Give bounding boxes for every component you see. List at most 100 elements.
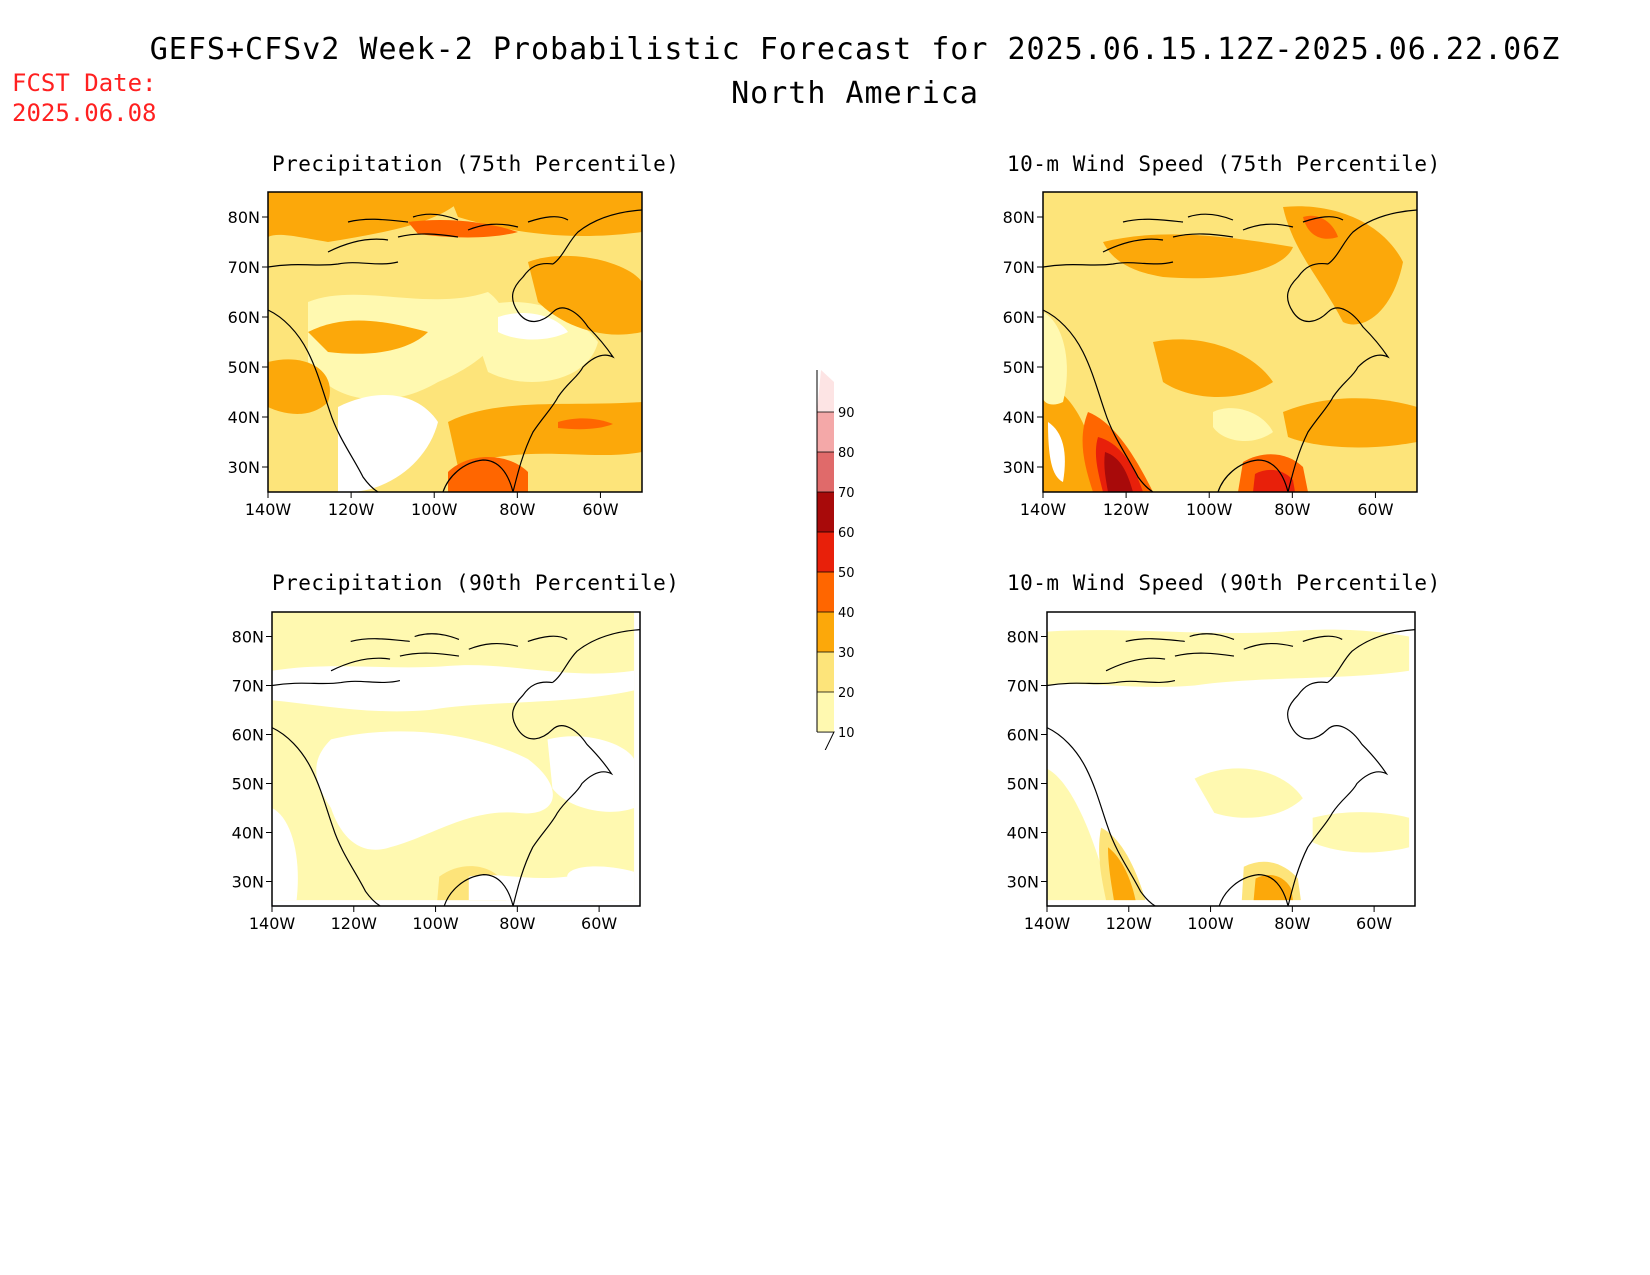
lat-tick-label: 70N (228, 258, 260, 277)
field-region (448, 192, 642, 237)
lat-tick-label: 80N (232, 628, 264, 647)
field-region (308, 292, 505, 400)
field-region (528, 255, 642, 335)
forecast-date-label: FCST Date: (12, 69, 157, 97)
lat-tick-label: 80N (228, 208, 260, 227)
field-region (268, 359, 330, 414)
colorbar-label: 60 (838, 526, 855, 541)
field-region (1283, 398, 1417, 448)
colorbar-segment (817, 692, 834, 732)
colorbar-label: 90 (838, 406, 855, 421)
colorbar-segment (817, 572, 834, 612)
panel-title-precip-75: Precipitation (75th Percentile) (272, 152, 680, 176)
lat-tick-label: 80N (1003, 208, 1035, 227)
field-region (547, 736, 635, 812)
field-region (1043, 312, 1067, 405)
probability-field (1047, 612, 1415, 906)
field-region (1194, 768, 1303, 818)
coastline (272, 629, 640, 906)
field-region (1047, 768, 1107, 901)
colorbar-segment (817, 370, 834, 412)
colorbar-label: 30 (838, 646, 855, 661)
field-region (1312, 812, 1410, 853)
lat-tick-label: 70N (232, 677, 264, 696)
lon-tick-label: 120W (331, 914, 378, 930)
colorbar-segment (817, 532, 834, 572)
lon-tick-label: 100W (412, 914, 459, 930)
field-region (1303, 215, 1338, 239)
map-precip-90: 80N 70N 60N 50N 40N 30N 140W 120W 100W 80W 60W (232, 611, 641, 930)
field-region (268, 192, 468, 242)
field-region (1104, 452, 1133, 492)
lon-tick-label: 80W (1274, 500, 1310, 519)
lat-tick-label: 60N (1007, 726, 1039, 745)
field-region (1283, 206, 1403, 325)
forecast-date: FCST Date: 2025.06.08 (12, 68, 157, 128)
field-region (308, 320, 428, 354)
field-region (338, 395, 438, 492)
colorbar-segment (817, 652, 834, 692)
lon-tick-label: 60W (582, 500, 618, 519)
colorbar-label: 50 (838, 566, 855, 581)
lon-tick-label: 80W (1274, 914, 1310, 930)
field-region (1213, 408, 1273, 442)
lon-tick-label: 100W (1186, 500, 1233, 519)
lat-tick-label: 30N (1003, 458, 1035, 477)
map-frame (1042, 191, 1418, 493)
lat-tick-label: 50N (1007, 775, 1039, 794)
lat-tick-label: 70N (1007, 677, 1039, 696)
field-region (316, 731, 553, 850)
panel-title-wind-90: 10-m Wind Speed (90th Percentile) (1007, 571, 1441, 595)
lon-tick-label: 80W (499, 500, 535, 519)
lat-tick-label: 40N (1003, 408, 1035, 427)
colorbar-label: 10 (838, 726, 855, 741)
main-title: GEFS+CFSv2 Week-2 Probabilistic Forecast… (149, 32, 1561, 67)
lon-tick-label: 120W (328, 500, 375, 519)
field-region (558, 418, 613, 430)
field-region (408, 220, 518, 238)
field-region (1253, 469, 1295, 492)
probability-field (268, 192, 642, 492)
map-frame (1046, 611, 1416, 907)
lat-tick-label: 50N (1003, 358, 1035, 377)
lon-tick-label: 140W (1024, 914, 1071, 930)
lat-tick-label: 80N (1007, 628, 1039, 647)
lat-tick-label: 40N (228, 408, 260, 427)
colorbar-label: 80 (838, 446, 855, 461)
field-region (1253, 874, 1293, 901)
colorbar-segment (817, 492, 834, 532)
colorbar-label: 20 (838, 686, 855, 701)
colorbar-segment (817, 612, 834, 652)
colorbar-label: 70 (838, 486, 855, 501)
color-legend: 10 20 30 40 50 60 70 80 90 (816, 370, 855, 750)
lat-tick-label: 30N (232, 873, 264, 892)
coastline (268, 209, 642, 492)
map-precip-75: 80N 70N 60N 50N 40N 30N 140W 120W 100W 80W 60W (228, 191, 643, 519)
lon-tick-label: 120W (1103, 500, 1150, 519)
panel-title-precip-90: Precipitation (90th Percentile) (272, 571, 680, 595)
field-region (1108, 847, 1136, 901)
lat-tick-label: 60N (232, 726, 264, 745)
field-region (272, 808, 298, 901)
lat-tick-label: 40N (1007, 824, 1039, 843)
lon-tick-label: 140W (245, 500, 292, 519)
lat-tick-label: 60N (1003, 308, 1035, 327)
colorbar-segment (817, 412, 834, 452)
forecast-date-value: 2025.06.08 (12, 99, 157, 127)
field-region (1103, 234, 1293, 279)
map-wind-75: 80N 70N 60N 50N 40N 30N 140W 120W 100W 80W 60W (1003, 191, 1418, 519)
colorbar-label: 40 (838, 606, 855, 621)
field-region (498, 312, 568, 340)
coastline (1043, 209, 1417, 492)
probability-field (272, 612, 640, 906)
map-frame (267, 191, 643, 493)
lon-tick-label: 60W (1356, 914, 1392, 930)
map-frame (271, 611, 641, 907)
probability-field (1043, 192, 1417, 492)
lat-tick-label: 30N (228, 458, 260, 477)
lon-tick-label: 100W (1187, 914, 1234, 930)
field-region (468, 866, 635, 901)
field-region (272, 665, 635, 712)
lon-tick-label: 140W (1020, 500, 1067, 519)
colorbar-low-end (817, 731, 835, 750)
